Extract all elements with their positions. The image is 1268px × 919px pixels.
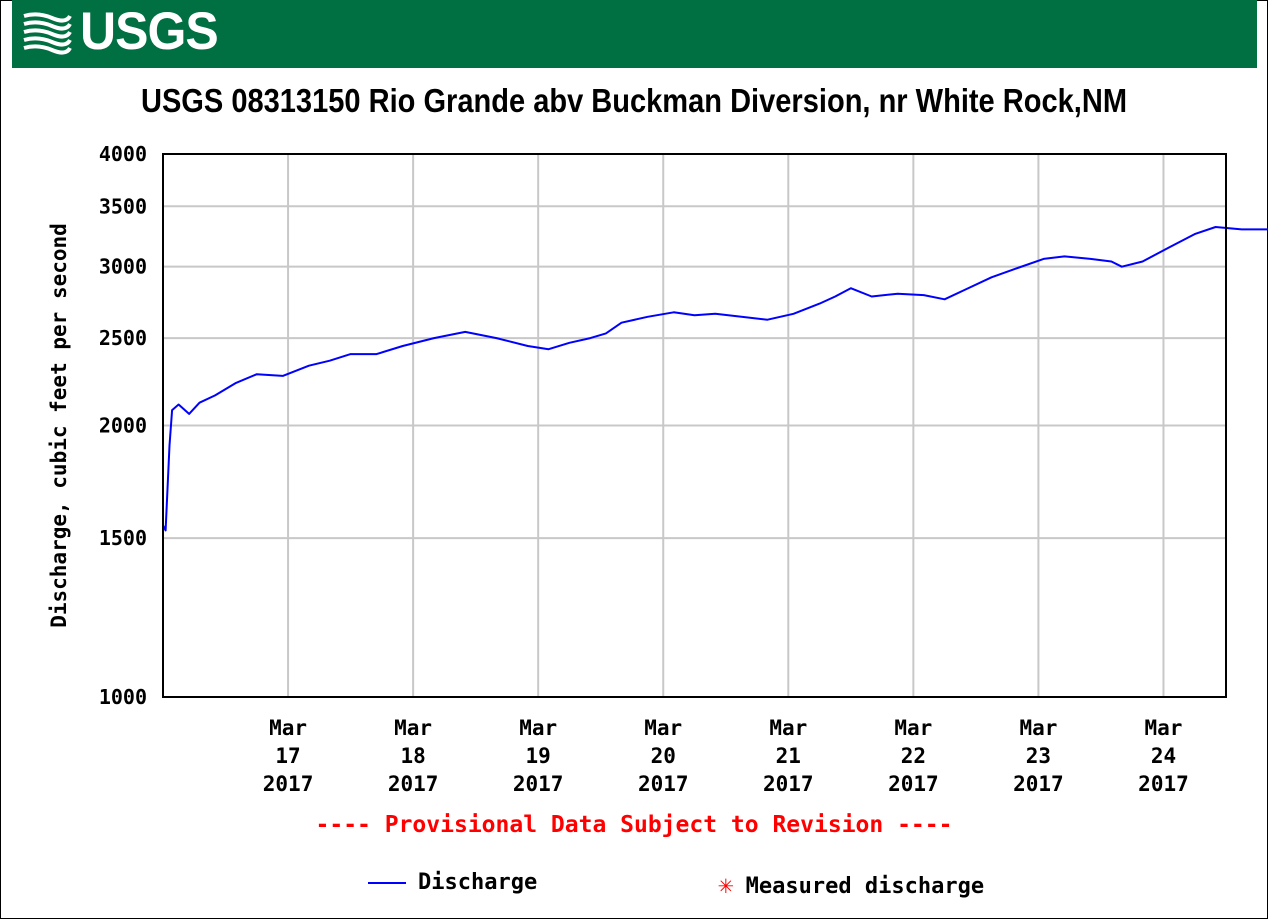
usgs-logo-text: USGS [80,1,219,61]
discharge-series-line [162,226,1268,532]
x-tick-label: 2017 [763,772,814,796]
y-tick-label: 1500 [99,526,147,550]
legend-label-discharge: Discharge [418,870,538,895]
provisional-data-note: ---- Provisional Data Subject to Revisio… [315,812,953,838]
x-tick-label: Mar [769,716,807,740]
x-tick-label: 18 [400,744,425,768]
x-tick-label: 19 [526,744,551,768]
x-tick-label: 23 [1026,744,1051,768]
plot-area-border [162,153,1227,698]
asterisk-icon: ✳ [718,870,734,900]
chart-title: USGS 08313150 Rio Grande abv Buckman Div… [140,82,1128,119]
legend-line-icon [368,882,406,884]
grid-lines [163,154,1226,697]
x-tick-label: Mar [519,716,557,740]
x-tick-label: 21 [776,744,801,768]
y-tick-label: 1000 [99,685,147,709]
x-tick-label: 2017 [888,772,939,796]
x-tick-label: 2017 [1013,772,1064,796]
x-tick-label: 22 [901,744,926,768]
series-layer [162,226,1268,532]
x-tick-label: Mar [394,716,432,740]
x-tick-label: Mar [1145,716,1183,740]
x-tick-label: 2017 [1138,772,1189,796]
axis-labels: 1000 1500 2000 2500 3000 3500 4000 Mar 17 2017 Mar… [99,142,1189,796]
x-tick-label: Mar [269,716,307,740]
usgs-header-banner: USGS [12,0,1257,68]
y-tick-label: 3500 [99,194,147,218]
legend-item-discharge: Discharge [368,870,537,895]
y-tick-label: 2000 [99,414,147,438]
x-tick-label: 20 [651,744,676,768]
y-tick-label: 4000 [99,142,147,166]
x-tick-label: 2017 [513,772,564,796]
x-tick-label: Mar [644,716,682,740]
x-tick-label: 24 [1151,744,1176,768]
legend-label-measured-discharge: Measured discharge [745,874,985,899]
x-tick-label: Mar [894,716,932,740]
legend-item-measured-discharge: ✳ Measured discharge [718,870,984,900]
x-tick-label: 2017 [638,772,689,796]
x-tick-label: 17 [275,744,300,768]
usgs-logo-icon [23,12,72,55]
y-tick-label: 2500 [99,326,147,350]
x-tick-label: Mar [1019,716,1057,740]
y-axis-label: Discharge, cubic feet per second [47,223,71,628]
x-tick-label: 2017 [388,772,439,796]
x-tick-label: 2017 [263,772,314,796]
y-tick-label: 3000 [99,255,147,279]
